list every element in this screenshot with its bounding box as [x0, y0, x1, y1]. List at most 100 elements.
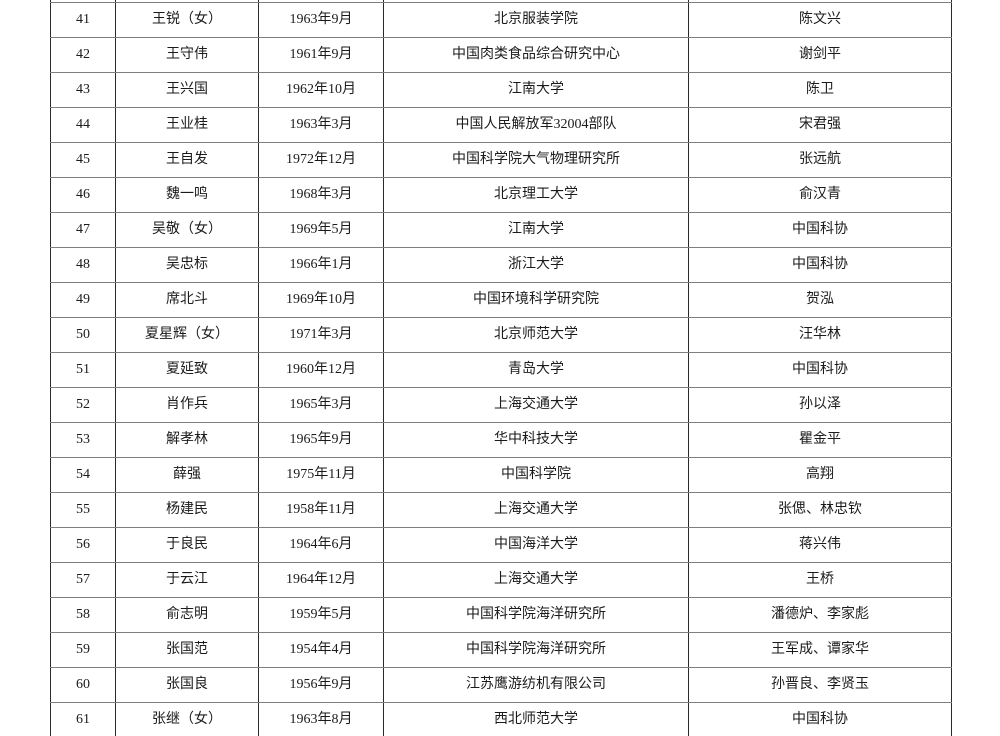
cell-name: 夏星辉（女）	[115, 317, 259, 353]
cell-nominator: 中国科协	[688, 352, 952, 388]
cell-work-unit: 江苏鹰游纺机有限公司	[383, 667, 689, 703]
cell-no: 60	[50, 667, 116, 703]
cell-birth-date: 1964年6月	[258, 527, 384, 563]
cell-name: 张继（女）	[115, 702, 259, 736]
cell-name: 夏延致	[115, 352, 259, 388]
cell-no: 46	[50, 177, 116, 213]
cell-birth-date: 1962年10月	[258, 72, 384, 108]
cell-work-unit: 中国科学院大气物理研究所	[383, 142, 689, 178]
cell-birth-date: 1954年4月	[258, 632, 384, 668]
table-row: 49 席北斗 1969年10月 中国环境科学研究院 贺泓	[50, 282, 952, 318]
table-row: 54 薛强 1975年11月 中国科学院 高翔	[50, 457, 952, 493]
cell-birth-date: 1972年12月	[258, 142, 384, 178]
cell-birth-date: 1975年11月	[258, 457, 384, 493]
table-row: 57 于云江 1964年12月 上海交通大学 王桥	[50, 562, 952, 598]
cell-no: 48	[50, 247, 116, 283]
cell-work-unit: 江南大学	[383, 212, 689, 248]
cell-name: 吴忠标	[115, 247, 259, 283]
cell-nominator: 中国科协	[688, 702, 952, 736]
cell-no: 44	[50, 107, 116, 143]
table-row: 59 张国范 1954年4月 中国科学院海洋研究所 王军成、谭家华	[50, 632, 952, 668]
cell-work-unit: 中国海洋大学	[383, 527, 689, 563]
cell-nominator: 陈文兴	[688, 2, 952, 38]
cell-name: 于良民	[115, 527, 259, 563]
cell-nominator: 陈卫	[688, 72, 952, 108]
cell-nominator: 孙以泽	[688, 387, 952, 423]
cell-no: 54	[50, 457, 116, 493]
cell-work-unit: 中国科学院	[383, 457, 689, 493]
cell-birth-date: 1969年10月	[258, 282, 384, 318]
table-row: 46 魏一鸣 1968年3月 北京理工大学 俞汉青	[50, 177, 952, 213]
cell-name: 王自发	[115, 142, 259, 178]
cell-name: 解孝林	[115, 422, 259, 458]
table-row: 52 肖作兵 1965年3月 上海交通大学 孙以泽	[50, 387, 952, 423]
cell-work-unit: 中国科学院海洋研究所	[383, 597, 689, 633]
cell-nominator: 高翔	[688, 457, 952, 493]
cell-nominator: 俞汉青	[688, 177, 952, 213]
cell-birth-date: 1969年5月	[258, 212, 384, 248]
cell-birth-date: 1968年3月	[258, 177, 384, 213]
cell-name: 王守伟	[115, 37, 259, 73]
cell-name: 张国范	[115, 632, 259, 668]
cell-no: 49	[50, 282, 116, 318]
cell-nominator: 贺泓	[688, 282, 952, 318]
table-row: 45 王自发 1972年12月 中国科学院大气物理研究所 张远航	[50, 142, 952, 178]
cell-work-unit: 上海交通大学	[383, 387, 689, 423]
cell-birth-date: 1958年11月	[258, 492, 384, 528]
cell-work-unit: 北京服装学院	[383, 2, 689, 38]
cell-nominator: 瞿金平	[688, 422, 952, 458]
table-row: 43 王兴国 1962年10月 江南大学 陈卫	[50, 72, 952, 108]
cell-name: 吴敬（女）	[115, 212, 259, 248]
cell-name: 俞志明	[115, 597, 259, 633]
cell-nominator: 王桥	[688, 562, 952, 598]
table-row: 58 俞志明 1959年5月 中国科学院海洋研究所 潘德炉、李家彪	[50, 597, 952, 633]
cell-no: 59	[50, 632, 116, 668]
cell-birth-date: 1965年9月	[258, 422, 384, 458]
table-row: 41 王锐（女） 1963年9月 北京服装学院 陈文兴	[50, 2, 952, 38]
cell-name: 席北斗	[115, 282, 259, 318]
cell-work-unit: 北京理工大学	[383, 177, 689, 213]
cell-birth-date: 1971年3月	[258, 317, 384, 353]
cell-work-unit: 上海交通大学	[383, 492, 689, 528]
cell-nominator: 蒋兴伟	[688, 527, 952, 563]
cell-no: 56	[50, 527, 116, 563]
cell-no: 61	[50, 702, 116, 736]
cell-nominator: 王军成、谭家华	[688, 632, 952, 668]
cell-work-unit: 中国人民解放军32004部队	[383, 107, 689, 143]
cell-name: 杨建民	[115, 492, 259, 528]
cell-work-unit: 青岛大学	[383, 352, 689, 388]
cell-birth-date: 1956年9月	[258, 667, 384, 703]
cell-work-unit: 上海交通大学	[383, 562, 689, 598]
cell-work-unit: 中国肉类食品综合研究中心	[383, 37, 689, 73]
table-row: 55 杨建民 1958年11月 上海交通大学 张偲、林忠钦	[50, 492, 952, 528]
cell-work-unit: 江南大学	[383, 72, 689, 108]
cell-no: 45	[50, 142, 116, 178]
cell-work-unit: 中国环境科学研究院	[383, 282, 689, 318]
cell-no: 43	[50, 72, 116, 108]
cell-name: 王兴国	[115, 72, 259, 108]
cell-birth-date: 1965年3月	[258, 387, 384, 423]
cell-birth-date: 1964年12月	[258, 562, 384, 598]
table-row: 44 王业桂 1963年3月 中国人民解放军32004部队 宋君强	[50, 107, 952, 143]
cell-name: 肖作兵	[115, 387, 259, 423]
cell-nominator: 孙晋良、李贤玉	[688, 667, 952, 703]
cell-work-unit: 浙江大学	[383, 247, 689, 283]
cell-work-unit: 西北师范大学	[383, 702, 689, 736]
table-row: 51 夏延致 1960年12月 青岛大学 中国科协	[50, 352, 952, 388]
cell-birth-date: 1963年9月	[258, 2, 384, 38]
cell-name: 张国良	[115, 667, 259, 703]
cell-no: 55	[50, 492, 116, 528]
cell-nominator: 张远航	[688, 142, 952, 178]
table-row: 48 吴忠标 1966年1月 浙江大学 中国科协	[50, 247, 952, 283]
cell-birth-date: 1959年5月	[258, 597, 384, 633]
cell-nominator: 中国科协	[688, 247, 952, 283]
cell-nominator: 中国科协	[688, 212, 952, 248]
cell-birth-date: 1961年9月	[258, 37, 384, 73]
cell-no: 52	[50, 387, 116, 423]
cell-work-unit: 中国科学院海洋研究所	[383, 632, 689, 668]
cell-no: 51	[50, 352, 116, 388]
cell-name: 魏一鸣	[115, 177, 259, 213]
cell-nominator: 宋君强	[688, 107, 952, 143]
cell-name: 于云江	[115, 562, 259, 598]
